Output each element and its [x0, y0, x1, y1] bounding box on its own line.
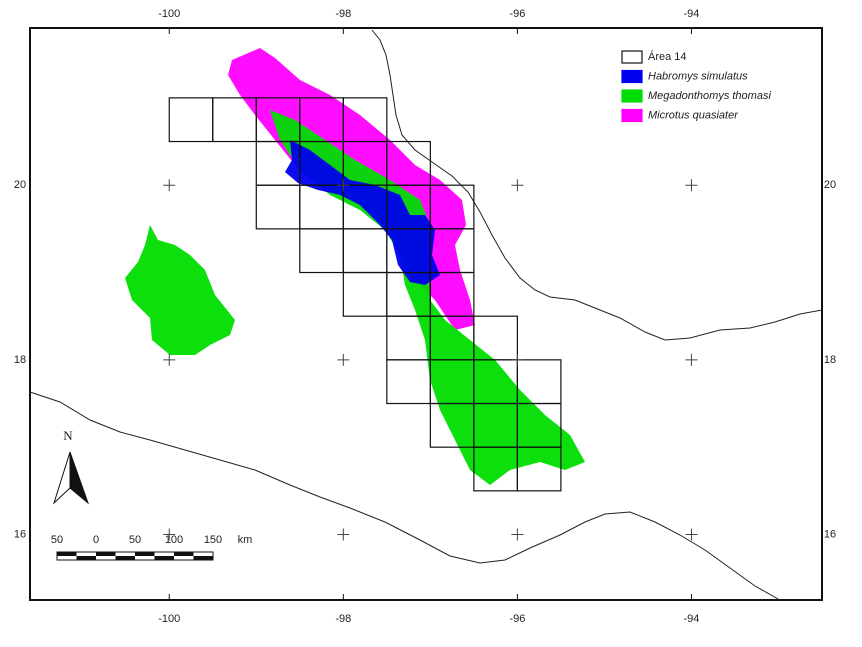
north-arrow-right: [69, 451, 90, 505]
scale-bar-label: 0: [93, 534, 99, 546]
graticule-cross: [511, 179, 524, 192]
scale-bar-segment: [174, 552, 194, 556]
scale-bar-label: 100: [165, 534, 183, 546]
y-tick-label: 18: [824, 354, 836, 366]
x-tick-label: -96: [509, 8, 525, 20]
legend-label: Megadonthomys thomasi: [648, 90, 771, 102]
scale-bar-segment: [154, 556, 174, 560]
graticule-cross: [337, 353, 350, 366]
area-14-grid: [168, 97, 562, 492]
legend: Área 14 Habromys simulatus Megadonthomys t…: [621, 50, 771, 123]
y-tick-label: 20: [14, 179, 26, 191]
species-range: [270, 110, 585, 485]
scale-bar-segment: [96, 552, 116, 556]
graticule-cross: [511, 528, 524, 541]
x-tick-label: -100: [158, 613, 180, 625]
y-tick-label: 20: [824, 179, 836, 191]
graticule-cross: [685, 528, 698, 541]
gulf-coastline: [371, 29, 823, 341]
graticule-cross: [163, 179, 176, 192]
x-tick-label: -94: [683, 613, 699, 625]
scale-bar-segment: [193, 556, 213, 560]
x-tick-label: -96: [509, 613, 525, 625]
scale-bar-segment: [76, 556, 96, 560]
x-tick-label: -98: [335, 613, 351, 625]
scale-bar-unit: km: [238, 534, 253, 546]
legend-swatch: [621, 50, 643, 64]
species-ranges: [125, 48, 585, 485]
x-tick-label: -94: [683, 8, 699, 20]
scale-bar-segment: [115, 556, 135, 560]
y-tick-label: 18: [14, 354, 26, 366]
scale-bar-segment: [57, 552, 77, 556]
species-range: [285, 140, 440, 285]
graticule-cross: [511, 353, 524, 366]
legend-label: Área 14: [648, 50, 687, 63]
scale-bar-label: 50: [51, 534, 63, 546]
y-tick-label: 16: [14, 528, 26, 540]
graticule-cross: [337, 528, 350, 541]
graticule-cross: [337, 179, 350, 192]
legend-swatch: [621, 108, 643, 123]
legend-label: Microtus quasiater: [648, 109, 739, 121]
scale-bar-label: 50: [129, 534, 141, 546]
north-arrow: N: [52, 428, 90, 505]
y-tick-label: 16: [824, 528, 836, 540]
legend-label: Habromys simulatus: [648, 70, 748, 82]
legend-swatch: [621, 69, 643, 84]
grid-cell: [516, 446, 562, 492]
graticule-cross: [163, 528, 176, 541]
graticule-cross: [163, 353, 176, 366]
scale-bar-label: 150: [204, 534, 222, 546]
scale-bar-segment: [135, 552, 155, 556]
graticule-cross: [685, 353, 698, 366]
species-range: [125, 225, 235, 355]
legend-swatch: [621, 89, 643, 103]
x-tick-label: -98: [335, 8, 351, 20]
north-label: N: [63, 428, 73, 443]
scale-bar: 50 0 50 100 150 km: [51, 534, 253, 561]
graticule-cross: [685, 179, 698, 192]
x-tick-label: -100: [158, 8, 180, 20]
pacific-coastline: [29, 391, 781, 601]
